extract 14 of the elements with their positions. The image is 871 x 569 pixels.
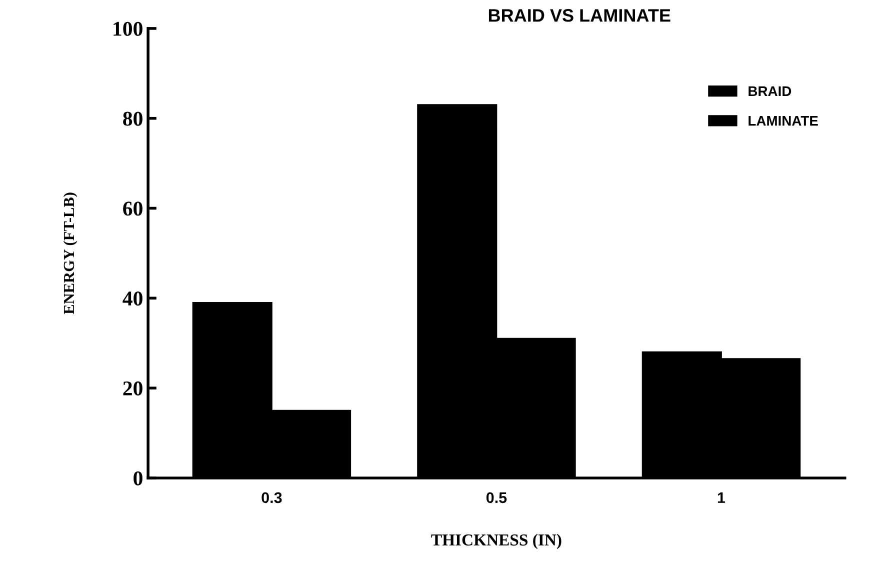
x-tick-label: 0.3 [262,492,282,504]
y-tick-label: 100 [114,22,142,36]
y-tick-label: 40 [122,292,142,306]
y-tick-label: 20 [123,381,142,396]
x-tick-label: 1 [718,492,726,503]
chart-title: BRAID VS LAMINATE [488,9,670,22]
y-tick-label: 60 [123,202,142,216]
x-axis-title: THICKNESS (IN) [431,534,562,549]
y-tick-label: 0 [134,471,142,486]
legend-label: BRAID [748,86,792,96]
y-tick-label: 80 [123,112,142,126]
y-axis-title: ENERGY (FT-LB) [63,192,78,314]
legend-label: LAMINATE [748,116,818,126]
x-tick-label: 0.5 [486,492,507,504]
